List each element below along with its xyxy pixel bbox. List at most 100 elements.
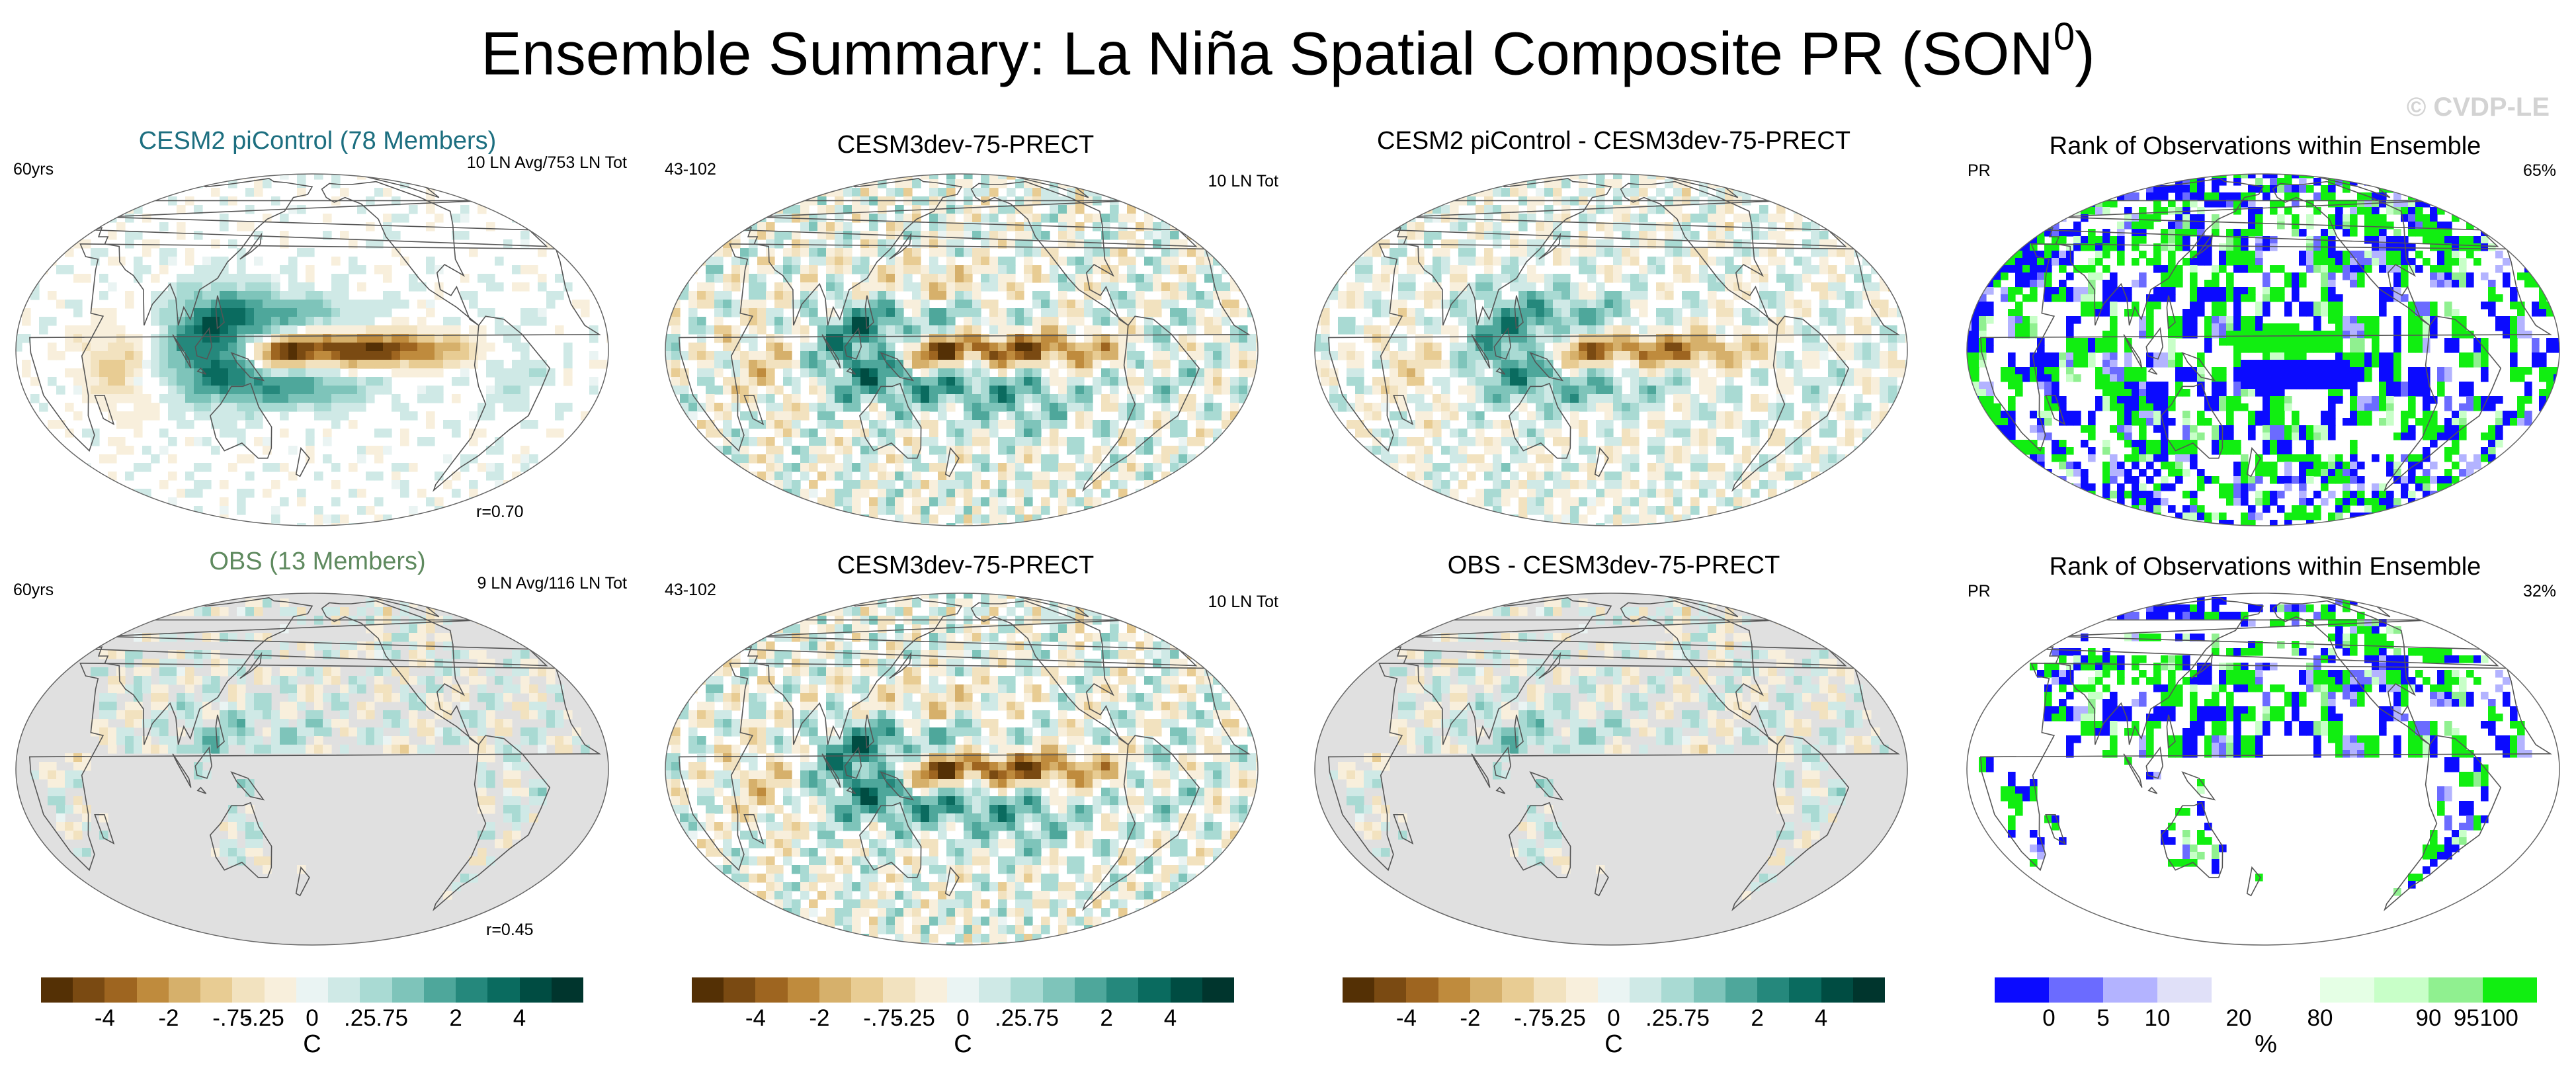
colorbar-tick-label: 10	[2144, 1005, 2171, 1031]
colorbar-swatch	[1630, 977, 1662, 1003]
map-background	[1967, 593, 2559, 945]
colorbar-tick-label: 4	[1163, 1005, 1177, 1031]
years-label: 43-102	[665, 160, 716, 179]
colorbar-swatch	[2374, 977, 2429, 1003]
colorbar	[1995, 977, 2537, 1003]
colorbar-swatch	[1821, 977, 1853, 1003]
colorbar-tick-label: .25	[1645, 1005, 1678, 1031]
colorbar-swatch	[1470, 977, 1503, 1003]
map-outline	[665, 173, 1259, 526]
colorbar-swatch	[360, 977, 392, 1003]
colorbar-tick-label: -2	[158, 1005, 179, 1031]
colorbar-tick-label: 0	[306, 1005, 319, 1031]
la-nina-count-label: 10 LN Tot	[1208, 172, 1278, 190]
colorbar-swatch	[264, 977, 296, 1003]
colorbar-swatch	[1074, 977, 1107, 1003]
panel-title-obs: OBS (13 Members)	[209, 548, 426, 575]
colorbar-swatch	[1343, 977, 1375, 1003]
colorbar-swatch	[2103, 977, 2157, 1003]
la-nina-count-label: 10 LN Tot	[1208, 593, 1278, 611]
colorbar-swatch	[1011, 977, 1043, 1003]
colorbar-swatch	[1852, 977, 1885, 1003]
years-label: 60yrs	[13, 160, 54, 179]
map-cesm2-picontrol	[15, 173, 609, 526]
colorbar-unit-label: C	[954, 1030, 972, 1058]
colorbar-swatch	[883, 977, 915, 1003]
colorbar-tick-label: 0	[2042, 1005, 2056, 1031]
colorbar-swatch	[915, 977, 947, 1003]
map-outline	[15, 173, 609, 526]
colorbar	[692, 977, 1234, 1003]
colorbar-swatch	[232, 977, 265, 1003]
map-cesm3dev	[665, 593, 1259, 946]
panel-title-cesm3dev: CESM3dev-75-PRECT	[837, 131, 1095, 159]
colorbar-tick-label: -.25	[244, 1005, 284, 1031]
colorbar-swatch	[1438, 977, 1470, 1003]
pattern-correlation-label: r=0.70	[476, 503, 524, 521]
colorbar-swatch	[692, 977, 724, 1003]
colorbar-tick-label: .25	[995, 1005, 1027, 1031]
colorbar-tick-label: .75	[1677, 1005, 1710, 1031]
colorbar-tick-label: -4	[1395, 1005, 1417, 1031]
map-rank	[1966, 593, 2560, 946]
colorbar-swatch	[2049, 977, 2103, 1003]
colorbar	[41, 977, 583, 1003]
map-cesm3dev	[665, 173, 1259, 526]
map-field	[1979, 597, 2532, 896]
colorbar-swatch	[551, 977, 583, 1003]
map-field	[1315, 174, 1907, 526]
map-outline	[15, 593, 609, 946]
colorbar-tick-label: -.75	[863, 1005, 903, 1031]
colorbar-tick-label: -4	[745, 1005, 767, 1031]
colorbar-tick-label: 5	[2097, 1005, 2110, 1031]
colorbar-tick-label: 2	[1100, 1005, 1113, 1031]
colorbar-tick-label: -.25	[895, 1005, 935, 1031]
colorbar-tick-label: 4	[1814, 1005, 1828, 1031]
colorbar-swatch	[1789, 977, 1821, 1003]
colorbar-tick-label: -2	[1460, 1005, 1481, 1031]
colorbar-swatch	[1042, 977, 1075, 1003]
colorbar-swatch	[2320, 977, 2374, 1003]
colorbar-swatch	[200, 977, 233, 1003]
colorbar-swatch	[168, 977, 201, 1003]
map-outline	[1966, 173, 2560, 526]
colorbar-swatch	[2266, 977, 2320, 1003]
colorbar-swatch	[456, 977, 488, 1003]
colorbar-swatch	[724, 977, 756, 1003]
map-rank	[1966, 173, 2560, 526]
colorbar-swatch	[819, 977, 852, 1003]
colorbar-tick-label: -.75	[212, 1005, 253, 1031]
colorbar-swatch	[328, 977, 360, 1003]
colorbar-tick-label: 80	[2307, 1005, 2333, 1031]
colorbar-swatch	[296, 977, 329, 1003]
map-difference	[1314, 593, 1908, 946]
colorbar-swatch	[1565, 977, 1598, 1003]
colorbar-tick-label: .25	[344, 1005, 376, 1031]
map-outline	[665, 593, 1259, 946]
colorbar-swatch	[2157, 977, 2212, 1003]
years-label: 43-102	[665, 581, 716, 599]
colorbar-tick-label: 95	[2453, 1005, 2479, 1031]
panel-title-cesm3dev: CESM3dev-75-PRECT	[837, 552, 1095, 579]
map-difference	[1314, 173, 1908, 526]
colorbar-swatch	[1138, 977, 1171, 1003]
colorbar-swatch	[392, 977, 424, 1003]
colorbar-swatch	[755, 977, 788, 1003]
map-field	[665, 593, 1258, 945]
colorbar-tick-label: 2	[1751, 1005, 1764, 1031]
figure-title: Ensemble Summary: La Niña Spatial Compos…	[481, 15, 2095, 88]
map-field	[30, 598, 590, 900]
colorbar-swatch	[946, 977, 979, 1003]
colorbar-swatch	[1757, 977, 1790, 1003]
colorbar-swatch	[487, 977, 520, 1003]
colorbar-swatch	[979, 977, 1011, 1003]
map-field	[1329, 598, 1889, 900]
colorbar-unit-label: C	[303, 1030, 321, 1058]
colorbar-swatch	[73, 977, 105, 1003]
map-obs	[15, 593, 609, 946]
colorbar-swatch	[1534, 977, 1566, 1003]
colorbar-unit-label: %	[2255, 1030, 2277, 1058]
colorbar	[1343, 977, 1885, 1003]
colorbar-swatch	[1106, 977, 1139, 1003]
colorbar-swatch	[1693, 977, 1725, 1003]
